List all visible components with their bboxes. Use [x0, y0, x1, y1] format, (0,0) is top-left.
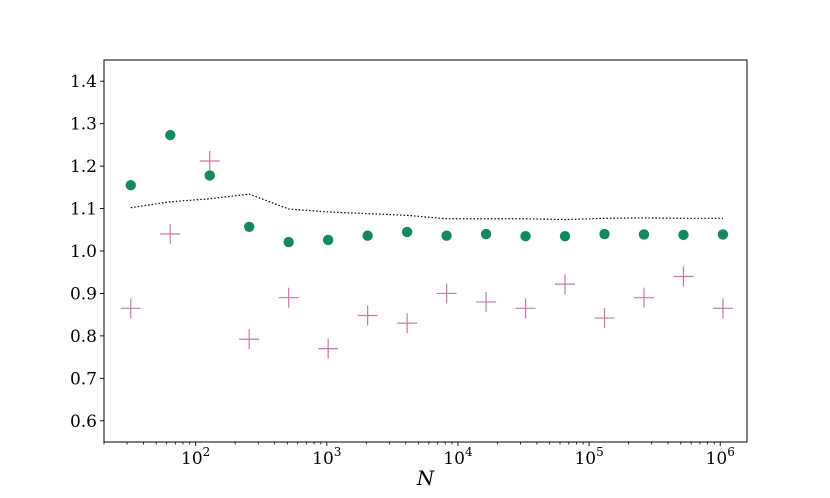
x-tick-label: 104: [443, 445, 473, 469]
data-point-plus: [239, 329, 260, 350]
x-tick-label: 102: [181, 445, 210, 469]
y-tick-label: 0.7: [70, 369, 97, 389]
data-point-plus: [515, 298, 536, 319]
data-point-plus: [199, 151, 220, 172]
series-circle: [125, 129, 729, 248]
series-dotted-line: [130, 193, 723, 221]
data-point-plus: [436, 283, 457, 304]
data-point-circle: [717, 229, 729, 240]
x-tick-label: 106: [706, 445, 735, 469]
data-point-circle: [678, 229, 689, 241]
data-point-plus: [357, 305, 378, 326]
data-point-circle: [244, 221, 255, 233]
data-point-circle: [559, 230, 571, 242]
y-tick-label: 1.3: [70, 115, 97, 135]
y-tick-label: 1.4: [70, 72, 97, 92]
x-minor-ticks: [103, 442, 715, 445]
data-point-plus: [160, 224, 181, 245]
data-point-plus: [397, 313, 418, 334]
y-axis-ticks: 0.6 0.7 0.8 0.9 1.0 1.1 1.2 1.3 1.4: [70, 72, 104, 432]
data-point-circle: [401, 226, 413, 238]
data-point-plus: [594, 308, 615, 329]
y-tick-label: 0.8: [70, 327, 97, 347]
data-point-circle: [204, 170, 215, 181]
data-point-circle: [480, 228, 492, 240]
data-point-plus: [278, 287, 299, 308]
data-point-circle: [520, 230, 531, 242]
x-axis-ticks: 102 103 104 105 106: [181, 442, 735, 469]
data-point-circle: [362, 230, 373, 241]
y-tick-label: 0.6: [70, 412, 97, 432]
data-point-circle: [165, 129, 176, 141]
series-layer: [120, 129, 733, 359]
data-point-plus: [633, 287, 654, 308]
data-point-plus: [555, 274, 576, 295]
data-point-plus: [318, 338, 339, 359]
data-point-plus: [476, 291, 497, 312]
x-axis-label: N: [416, 466, 436, 490]
data-point-circle: [638, 229, 650, 240]
data-point-circle: [599, 228, 610, 240]
series-plus: [120, 151, 733, 359]
data-point-circle: [125, 180, 136, 191]
x-tick-label: 103: [312, 445, 341, 469]
data-point-plus: [673, 266, 694, 287]
x-tick-label: 105: [574, 445, 603, 469]
data-point-plus: [712, 298, 733, 319]
y-tick-label: 1.2: [70, 157, 97, 177]
series-line: [130, 193, 723, 221]
data-point-circle: [283, 236, 294, 248]
y-tick-label: 1.0: [70, 242, 97, 262]
plot-area: [103, 59, 748, 443]
y-tick-label: 0.9: [70, 284, 97, 304]
data-point-circle: [441, 230, 452, 241]
data-point-plus: [120, 298, 141, 319]
data-point-circle: [322, 234, 334, 246]
y-tick-label: 1.1: [70, 200, 97, 220]
